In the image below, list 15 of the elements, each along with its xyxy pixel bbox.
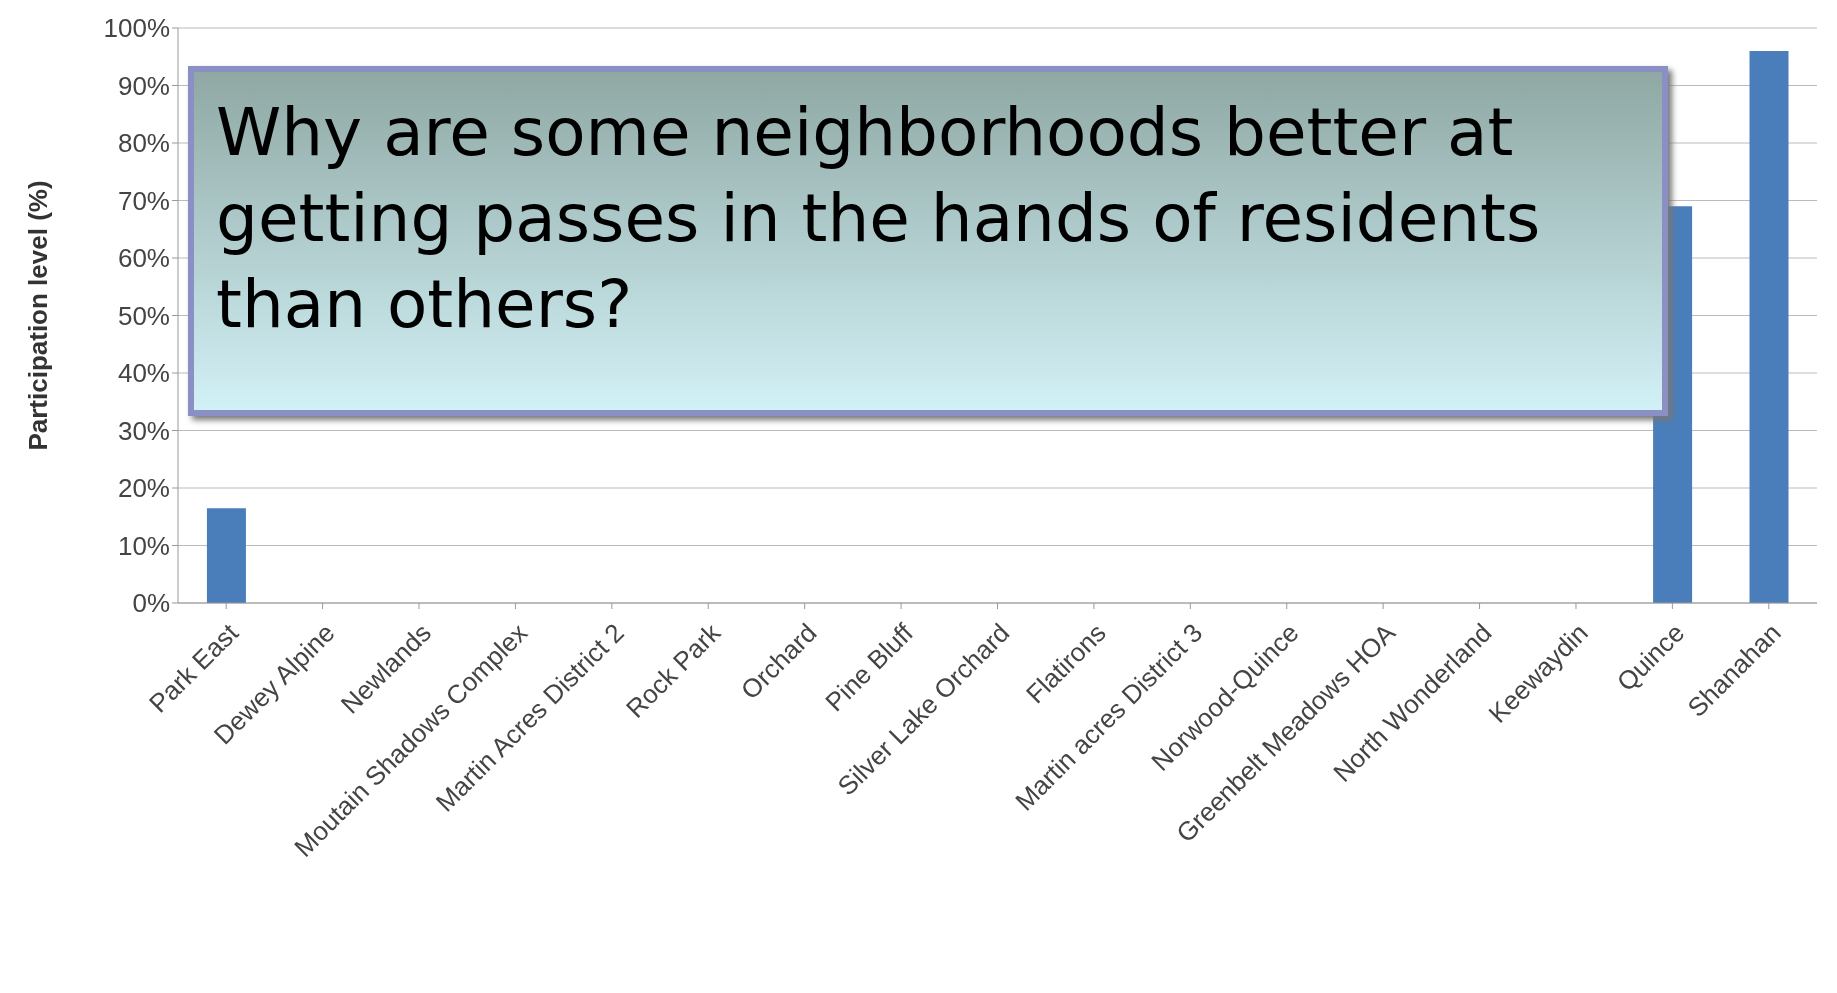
bar: [206, 508, 246, 603]
y-tick-label: 60%: [117, 243, 170, 274]
y-axis-title: Participation level (%): [23, 180, 54, 451]
y-tick-label: 50%: [117, 300, 170, 331]
y-tick-label: 80%: [117, 128, 170, 159]
y-tick-label: 40%: [117, 358, 170, 389]
bar: [1749, 51, 1789, 603]
y-tick-label: 10%: [117, 530, 170, 561]
y-tick-label: 70%: [117, 185, 170, 216]
y-tick-label: 0%: [132, 588, 170, 619]
y-tick-label: 30%: [117, 415, 170, 446]
y-tick-label: 20%: [117, 473, 170, 504]
annotation: Why are some neighborhoods better at getting passes in the hands of residents than others?: [188, 66, 1668, 416]
y-tick-label: 100%: [103, 13, 170, 44]
y-tick-label: 90%: [117, 70, 170, 101]
